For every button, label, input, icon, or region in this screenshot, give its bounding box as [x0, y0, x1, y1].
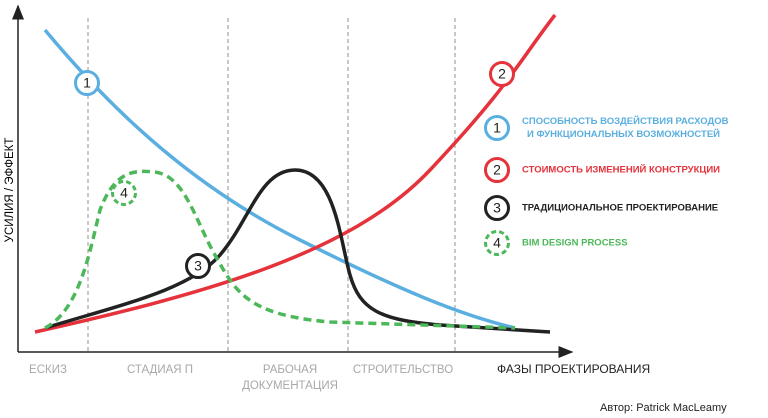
phase-dividers [87, 18, 456, 352]
curve-marker-number: 4 [120, 185, 128, 201]
legend-marker [484, 195, 510, 221]
legend-marker-number: 4 [493, 235, 501, 251]
curve-2 [34, 13, 557, 334]
legend-marker-number: 3 [493, 200, 501, 216]
phase-label: СТАДИАЯ П [127, 364, 193, 376]
legend-label: BIM DESIGN PROCESS [522, 238, 628, 249]
phase-label: ДОКУМЕНТАЦИЯ [242, 380, 338, 392]
phase-label: СТРОИТЕЛЬСТВО [353, 364, 453, 376]
curve-marker [489, 61, 515, 87]
curve-marker [111, 180, 137, 206]
curve-3 [44, 168, 551, 334]
legend-label: ТРАДИЦИОНАЛЬНОЕ ПРОЕКТИРОВАНИЕ [522, 203, 718, 214]
curve-marker [74, 70, 100, 96]
legend-marker-number: 1 [493, 120, 501, 136]
curve-marker-number: 2 [498, 66, 506, 82]
legend-label: И ФУНКЦИОНАЛЬНЫХ ВОЗМОЖНОСТЕЙ [527, 128, 720, 140]
legend-label: СТОИМОСТЬ ИЗМЕНЕНИЙ КОНСТРУКЦИИ [522, 164, 720, 176]
curve-1 [43, 28, 516, 330]
legend-marker [484, 115, 510, 141]
legend-marker [484, 230, 510, 256]
curve-4 [44, 169, 516, 330]
x-axis-label: ФАЗЫ ПРОЕКТИРОВАНИЯ [497, 362, 650, 376]
curve-marker-number: 1 [83, 75, 91, 91]
phase-label: РАБОЧАЯ [263, 364, 317, 376]
phase-label: ЕСКИЗ [29, 364, 67, 376]
credit: Автор: Patrick MacLeamy [600, 402, 727, 414]
legend-marker-number: 2 [493, 162, 501, 178]
legend-label: СПОСОБНОСТЬ ВОЗДЕЙСТВИЯ РАСХОДОВ [522, 115, 729, 127]
legend-marker [484, 157, 510, 183]
curve-marker-number: 3 [194, 258, 202, 274]
y-axis-label: УСИЛИЯ / ЭФФЕКТ [4, 138, 16, 243]
curve-marker [185, 253, 211, 279]
